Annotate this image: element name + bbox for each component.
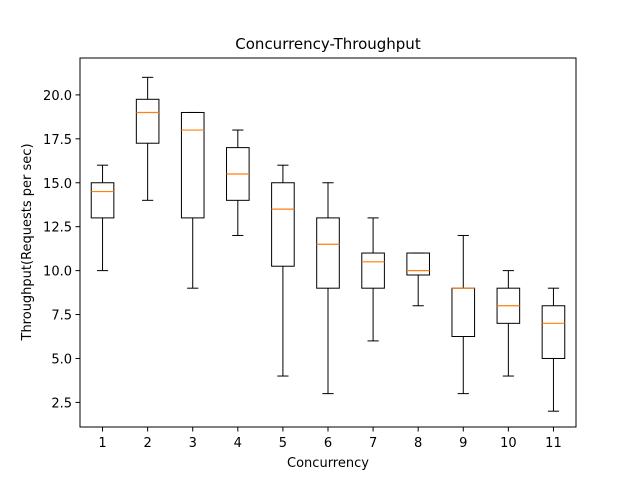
box-7 — [361, 252, 385, 289]
x-tick-label-1: 1 — [98, 436, 106, 451]
x-tick-label-4: 4 — [234, 436, 242, 451]
x-tick-label-3: 3 — [189, 436, 197, 451]
box-8 — [406, 252, 430, 276]
x-tick-label-11: 11 — [545, 436, 562, 451]
y-tick-label-15.0: 15.0 — [43, 177, 72, 192]
box-11 — [541, 305, 566, 359]
x-tick-label-8: 8 — [414, 436, 422, 451]
x-tick-label-10: 10 — [500, 436, 517, 451]
box-6 — [316, 217, 340, 289]
x-tick-label-6: 6 — [324, 436, 332, 451]
y-tick-label-5.0: 5.0 — [51, 352, 72, 367]
box-1 — [90, 182, 115, 219]
y-axis-label: Throughput(Requests per sec) — [20, 143, 35, 341]
y-tick-label-17.5: 17.5 — [43, 133, 72, 148]
y-tick-label-10.0: 10.0 — [43, 265, 72, 280]
x-tick-label-7: 7 — [369, 436, 377, 451]
chart-title: Concurrency-Throughput — [235, 35, 421, 53]
box-5 — [271, 182, 295, 267]
x-tick-label-2: 2 — [143, 436, 151, 451]
box-2 — [135, 98, 160, 144]
y-tick-label-7.5: 7.5 — [51, 309, 72, 324]
x-tick-label-9: 9 — [459, 436, 467, 451]
box-9 — [451, 287, 476, 338]
y-tick-label-2.5: 2.5 — [51, 396, 72, 411]
plot-area: 1 2 3 4 5 6 7 8 9 10 11 2.5 5.0 7.5 10.0 12.5 15.0 17.5 20… — [43, 57, 577, 451]
x-axis-label: Concurrency — [287, 456, 369, 471]
x-tick-label-5: 5 — [279, 436, 287, 451]
y-tick-label-12.5: 12.5 — [43, 221, 72, 236]
y-tick-label-20.0: 20.0 — [43, 89, 72, 104]
box-3 — [180, 111, 205, 219]
